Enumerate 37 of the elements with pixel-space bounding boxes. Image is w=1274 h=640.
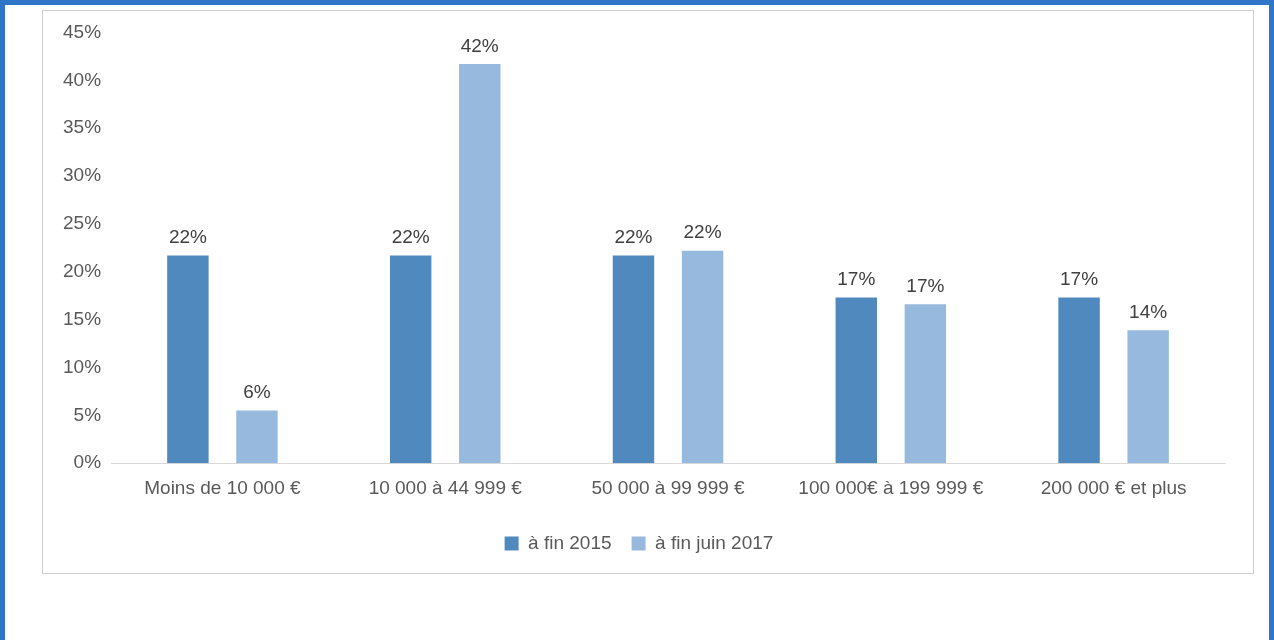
x-tick-label: Moins de 10 000 € [144,476,302,498]
y-tick-label: 35% [63,116,102,138]
bar [904,304,947,464]
data-label: 14% [1129,300,1168,322]
x-tick-label: 10 000 à 44 999 € [368,476,523,498]
bar [236,410,278,464]
bar [389,255,432,464]
legend-label: à fin juin 2017 [655,531,774,553]
y-tick-label: 20% [63,259,102,281]
data-label: 22% [683,221,722,243]
y-tick-label: 0% [73,451,102,473]
data-label: 6% [243,381,271,403]
data-label: 17% [1060,268,1099,290]
data-label: 22% [391,226,430,248]
y-tick-label: 10% [63,355,102,377]
x-tick-label: 100 000€ à 199 999 € [798,476,984,498]
data-label: 22% [614,226,653,248]
data-label: 42% [460,34,499,56]
x-tick-label: 200 000 € et plus [1040,476,1187,498]
data-label: 22% [168,226,208,248]
bar [1058,297,1100,464]
bar [835,297,877,464]
data-label: 17% [906,275,945,297]
bar [612,255,655,464]
legend-label: à fin 2015 [528,531,612,553]
bar [681,250,724,464]
y-tick-label: 25% [63,212,102,234]
y-tick-label: 5% [73,403,102,425]
bar [167,255,209,464]
bar [459,63,501,464]
y-tick-label: 40% [63,68,102,90]
y-tick-label: 30% [63,164,102,186]
bar [1127,330,1169,464]
data-label: 17% [837,268,876,290]
y-tick-label: 15% [63,307,102,329]
x-tick-label: 50 000 à 99 999 € [591,476,746,498]
y-tick-label: 45% [63,20,102,42]
